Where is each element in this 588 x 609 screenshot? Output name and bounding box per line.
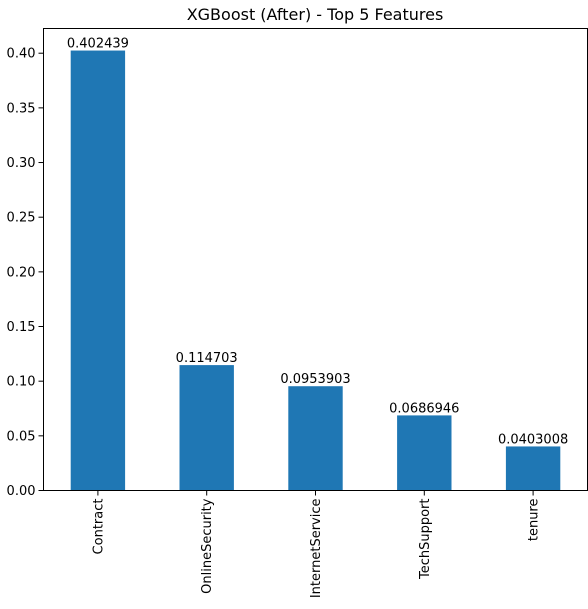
bar-onlinesecurity bbox=[179, 365, 234, 491]
chart-title: XGBoost (After) - Top 5 Features bbox=[187, 5, 444, 24]
bar-tenure bbox=[505, 446, 561, 491]
data-label: 0.114703 bbox=[176, 351, 238, 366]
y-tick-label: 0.30 bbox=[7, 156, 36, 171]
x-tick-label: OnlineSecurity bbox=[200, 498, 215, 594]
y-tick-label: 0.00 bbox=[7, 484, 36, 499]
y-tick-label: 0.05 bbox=[7, 429, 36, 444]
x-tick-label: InternetService bbox=[309, 499, 324, 599]
data-label: 0.0953903 bbox=[280, 372, 350, 387]
x-tick-label: Contract bbox=[91, 499, 106, 555]
y-tick-label: 0.25 bbox=[7, 211, 36, 226]
bar-techsupport bbox=[397, 415, 452, 491]
x-tick-label: TechSupport bbox=[418, 499, 433, 581]
bar-contract bbox=[70, 50, 126, 491]
data-label: 0.0403008 bbox=[498, 432, 568, 447]
data-labels: 0.402439 0.114703 0.0953903 0.0686946 0.0403… bbox=[67, 37, 568, 448]
bars bbox=[70, 50, 561, 491]
data-label: 0.402439 bbox=[67, 37, 129, 52]
y-tick-label: 0.20 bbox=[7, 265, 36, 280]
y-tick-label: 0.15 bbox=[7, 320, 36, 335]
y-tick-label: 0.10 bbox=[7, 375, 36, 390]
y-tick-label: 0.40 bbox=[7, 47, 36, 62]
data-label: 0.0686946 bbox=[389, 401, 459, 416]
x-axis: Contract OnlineSecurity InternetService Tec… bbox=[91, 490, 542, 599]
bar-internetservice bbox=[288, 386, 343, 491]
x-tick-label: tenure bbox=[527, 499, 542, 542]
y-tick-label: 0.35 bbox=[7, 101, 36, 116]
y-axis: 0.00 0.05 0.10 0.15 0.20 0.25 0.30 0.35 0.40 bbox=[7, 47, 44, 499]
